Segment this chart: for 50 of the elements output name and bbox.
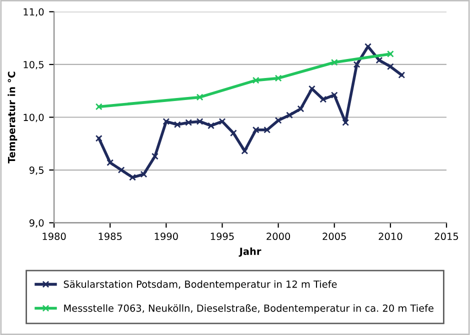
point	[230, 130, 237, 137]
point	[241, 148, 248, 154]
point	[286, 112, 293, 119]
x-tick-label: 1980	[42, 232, 66, 240]
point	[95, 134, 102, 142]
x-tick-label: 1985	[98, 232, 122, 240]
point	[129, 174, 136, 181]
x-tick-label: 2015	[434, 232, 458, 240]
point	[185, 119, 192, 126]
point	[330, 92, 338, 99]
point	[174, 121, 181, 128]
y-tick-label: 10,5	[24, 60, 44, 70]
x-axis-title: Jahr	[238, 247, 262, 257]
point	[208, 122, 215, 130]
point	[264, 126, 271, 134]
x-tick-label: 1995	[210, 232, 234, 240]
point	[330, 58, 338, 66]
point	[151, 152, 158, 160]
point	[196, 118, 204, 125]
x-tick-label: 2010	[378, 232, 402, 240]
y-tick-label: 11,0	[24, 8, 44, 17]
point	[252, 76, 260, 84]
point	[342, 119, 350, 126]
point	[308, 85, 316, 92]
point	[386, 63, 394, 70]
point	[252, 126, 260, 134]
point	[218, 118, 226, 125]
point	[376, 56, 383, 64]
point	[95, 103, 102, 110]
point	[353, 61, 360, 68]
legend-label: Säkularstation Potsdam, Bodentemperatur in 12 m Tiefe	[64, 280, 337, 290]
point	[274, 116, 282, 124]
y-tick-label: 9,0	[29, 219, 44, 228]
point	[140, 170, 148, 178]
point	[118, 166, 125, 174]
point	[162, 118, 170, 125]
point	[398, 72, 406, 79]
point	[106, 159, 114, 166]
x-tick-label: 1990	[154, 232, 178, 240]
point	[320, 96, 327, 103]
x-tick-label: 2000	[266, 232, 290, 240]
y-tick-label: 9,5	[29, 166, 44, 175]
x-tick-label: 2005	[322, 232, 346, 240]
legend-label: Messstelle 7063, Neukölln, Dieselstraße, Bodentemperatur in ca. 20 m Tiefe	[64, 304, 434, 314]
point	[297, 105, 304, 112]
point	[274, 74, 282, 82]
point	[386, 50, 394, 58]
y-axis-title: Temperatur in °C	[8, 72, 18, 164]
y-tick-label: 10,0	[24, 114, 44, 122]
point	[196, 94, 204, 101]
